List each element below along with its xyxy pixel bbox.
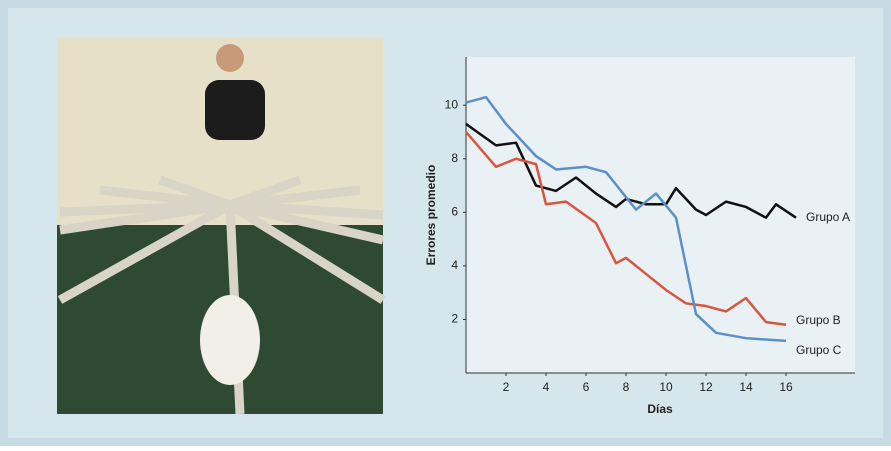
y-tick-label: 6 <box>451 204 458 218</box>
x-tick-label: 14 <box>739 380 753 394</box>
person <box>205 80 265 140</box>
series-label: Grupo A <box>806 210 850 224</box>
x-tick-label: 8 <box>623 380 630 394</box>
line <box>465 131 787 327</box>
line <box>465 95 787 343</box>
x-tick-label: 4 <box>543 380 550 394</box>
line <box>465 122 797 219</box>
x-tick-label: 6 <box>583 380 590 394</box>
x-tick-label: 12 <box>699 380 713 394</box>
y-tick-label: 4 <box>451 258 458 272</box>
series-label: Grupo C <box>796 343 842 357</box>
y-tick-label: 8 <box>451 151 458 165</box>
x-axis-label: Días <box>647 402 673 416</box>
rat <box>200 295 260 385</box>
x-tick-label: 10 <box>659 380 673 394</box>
x-tick-label: 16 <box>779 380 793 394</box>
y-tick-label: 10 <box>445 97 459 111</box>
photo <box>57 37 386 415</box>
x-tick-label: 2 <box>503 380 510 394</box>
y-axis-label: Errores promedio <box>424 165 438 266</box>
series-label: Grupo B <box>796 313 841 327</box>
y-tick-label: 2 <box>451 312 458 326</box>
person-head <box>216 44 244 72</box>
